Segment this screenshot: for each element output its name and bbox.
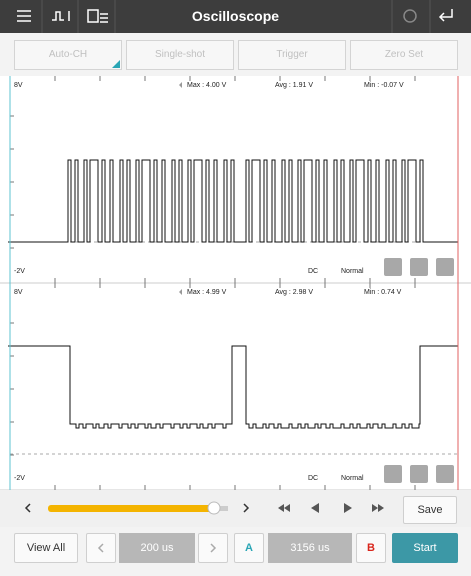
toolbar-button[interactable]: Auto-CH	[14, 40, 122, 70]
marker-icon	[179, 82, 182, 88]
coupling: DC	[308, 475, 318, 482]
top-icons	[17, 0, 453, 33]
coupling: DC	[308, 268, 318, 275]
channel-tool-button[interactable]	[410, 465, 428, 483]
scale-bottom-label: -2V	[14, 268, 25, 275]
cursor-a-button[interactable]: A	[234, 533, 264, 563]
cursor-b-button[interactable]: B	[356, 533, 386, 563]
view-all-button[interactable]: View All	[14, 533, 78, 563]
scope-display: 8V Max : 4.00 V Avg : 1.91 V Min : -0.07 V -…	[0, 76, 471, 490]
scale-top-label: 8V	[14, 289, 23, 296]
trigger-mode: Normal	[341, 268, 364, 275]
cursor-time: 3156 us	[268, 533, 352, 563]
avg-reading: Avg : 2.98 V	[275, 289, 313, 296]
app-title: Oscilloscope	[191, 8, 280, 24]
channel-tool-button[interactable]	[436, 465, 454, 483]
time-prev-button[interactable]	[86, 533, 116, 563]
timebase-value: 200 us	[119, 533, 195, 563]
channel-tool-button[interactable]	[436, 258, 454, 276]
toolbar-button[interactable]: Single-shot	[126, 40, 234, 70]
max-reading: Max : 4.00 V	[187, 82, 227, 89]
scale-top-label: 8V	[14, 82, 23, 89]
save-button[interactable]: Save	[403, 496, 457, 524]
next-icon	[210, 543, 217, 553]
channel-tool-button[interactable]	[384, 465, 402, 483]
waveform	[8, 345, 458, 429]
toolbar-button[interactable]: Zero Set	[350, 40, 458, 70]
scale-bottom-label: -2V	[14, 475, 25, 482]
marker-icon	[179, 289, 182, 295]
control-icons	[0, 490, 471, 527]
time-next-button[interactable]	[198, 533, 228, 563]
min-reading: Min : -0.07 V	[364, 82, 404, 89]
min-reading: Min : 0.74 V	[364, 289, 402, 296]
channel-tool-button[interactable]	[410, 258, 428, 276]
channel-tool-button[interactable]	[384, 258, 402, 276]
trigger-mode: Normal	[341, 475, 364, 482]
dropdown-indicator	[112, 60, 120, 68]
toolbar-button[interactable]: Trigger	[238, 40, 346, 70]
max-reading: Max : 4.99 V	[187, 289, 227, 296]
prev-icon	[97, 543, 104, 553]
avg-reading: Avg : 1.91 V	[275, 82, 313, 89]
start-button[interactable]: Start	[392, 533, 458, 563]
waveform	[8, 159, 458, 243]
